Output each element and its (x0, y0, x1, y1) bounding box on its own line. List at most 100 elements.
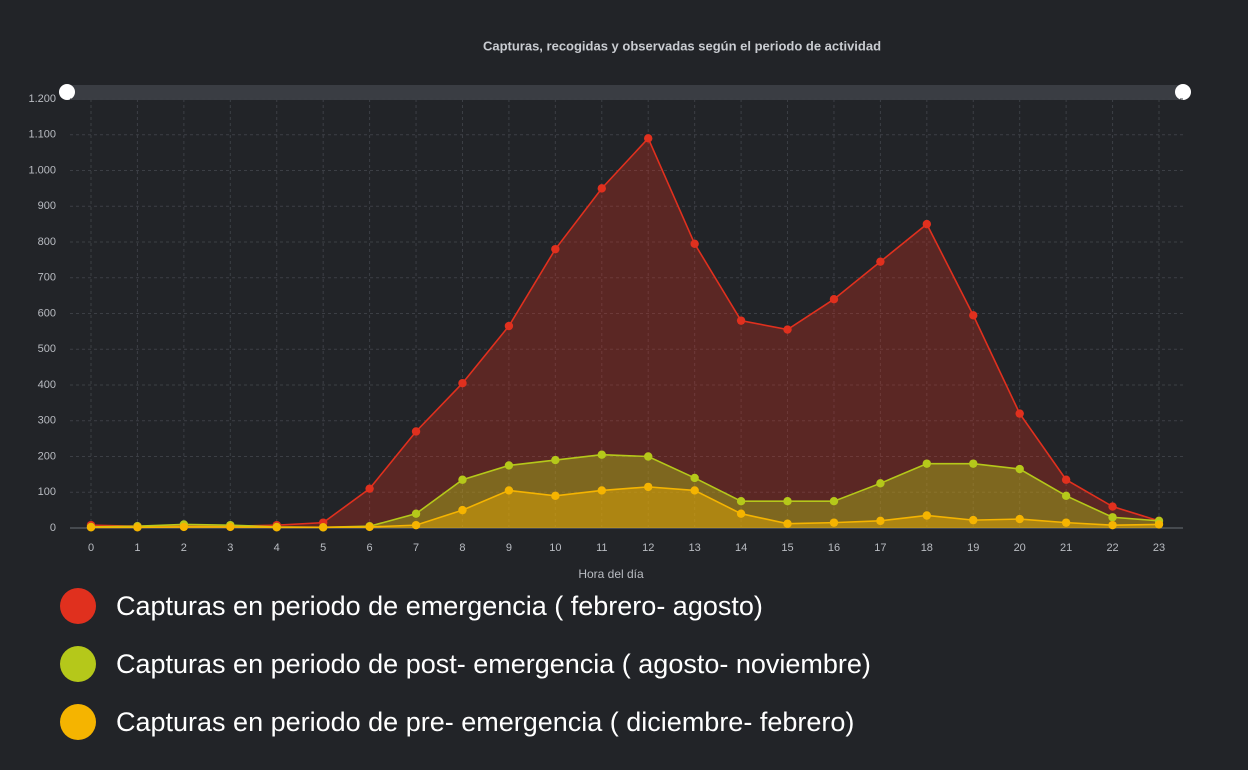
data-point (736, 496, 746, 506)
x-tick-label: 6 (367, 542, 373, 554)
data-point (1108, 520, 1117, 530)
data-point (551, 491, 560, 501)
x-tick-label: 12 (642, 542, 654, 554)
x-tick-label: 7 (413, 542, 419, 554)
data-point (829, 518, 839, 527)
area-fill (91, 486, 1159, 528)
data-point (133, 523, 142, 532)
data-point (458, 475, 467, 484)
x-tick-label: 17 (874, 542, 886, 554)
legend-swatch (60, 646, 96, 682)
data-point (1015, 409, 1024, 418)
series-line (90, 136, 1160, 528)
data-point (876, 479, 885, 488)
data-point (969, 515, 978, 525)
data-point (411, 509, 421, 518)
chart-title: Capturas, recogidas y observadas según e… (483, 38, 881, 53)
data-point (922, 219, 932, 229)
range-slider[interactable] (67, 85, 1183, 100)
y-tick-label: 400 (38, 379, 56, 391)
legend-label: Capturas en periodo de emergencia ( febr… (116, 591, 763, 621)
y-tick-label: 1.200 (28, 93, 56, 105)
data-point (551, 244, 560, 254)
y-tick-label: 0 (50, 522, 56, 534)
data-point (690, 486, 699, 495)
data-point (551, 455, 560, 465)
data-point (1061, 518, 1071, 527)
data-point (690, 239, 699, 248)
data-point (829, 496, 839, 506)
legend-label: Capturas en periodo de pre- emergencia (… (116, 707, 854, 737)
y-tick-label: 1.100 (28, 129, 56, 141)
data-point (458, 505, 467, 515)
data-point (1015, 464, 1024, 474)
data-point (1061, 475, 1071, 484)
x-tick-label: 4 (274, 542, 280, 554)
x-tick-label: 13 (689, 542, 701, 554)
data-point (597, 486, 606, 495)
data-point (783, 519, 792, 528)
data-point (644, 482, 653, 492)
area-fill (91, 138, 1159, 528)
x-tick-label: 9 (506, 542, 512, 554)
x-tick-label: 10 (549, 542, 561, 554)
x-tick-label: 16 (828, 542, 840, 554)
data-point (783, 496, 792, 506)
data-point (1061, 491, 1071, 501)
y-tick-label: 100 (38, 486, 56, 498)
data-point (783, 325, 792, 334)
slider-handle[interactable] (59, 84, 75, 100)
x-axis-label: Hora del día (578, 567, 644, 581)
y-tick-label: 600 (38, 307, 56, 319)
data-point (969, 459, 978, 468)
x-tick-label: 5 (320, 542, 326, 554)
legend-swatch (60, 588, 96, 624)
data-point (1154, 520, 1164, 529)
data-point (969, 311, 978, 320)
x-tick-label: 23 (1153, 542, 1165, 554)
y-tick-label: 1.000 (28, 164, 56, 176)
data-point (1108, 502, 1117, 511)
data-point (226, 522, 235, 532)
data-point (504, 321, 514, 331)
x-tick-label: 11 (596, 542, 607, 554)
data-point (179, 522, 189, 532)
data-point (411, 427, 421, 436)
data-point (690, 473, 699, 483)
data-point (876, 516, 885, 526)
data-point (597, 450, 606, 459)
data-point (458, 379, 467, 388)
slider-handle[interactable] (1175, 84, 1191, 100)
y-tick-label: 200 (38, 450, 56, 462)
data-point (829, 295, 839, 304)
series-line (91, 486, 1160, 529)
data-point (644, 452, 653, 461)
y-tick-label: 300 (38, 415, 56, 427)
x-tick-label: 22 (1106, 542, 1118, 554)
data-point (922, 459, 932, 468)
y-tick-label: 500 (38, 343, 56, 355)
x-tick-label: 8 (459, 542, 465, 554)
data-point (1015, 514, 1024, 524)
x-tick-label: 3 (227, 542, 233, 554)
data-point (504, 461, 514, 470)
data-point (736, 509, 746, 518)
x-tick-label: 19 (967, 542, 979, 554)
data-point (411, 520, 421, 530)
x-tick-label: 0 (88, 542, 94, 554)
x-tick-label: 21 (1060, 542, 1072, 554)
data-point (504, 486, 514, 495)
data-point (597, 184, 606, 193)
data-point (272, 523, 281, 532)
data-point (644, 134, 653, 143)
legend-swatch (60, 704, 96, 740)
data-point (922, 511, 932, 520)
x-tick-label: 1 (134, 542, 140, 554)
y-tick-label: 700 (38, 272, 56, 284)
area-fill (91, 454, 1159, 528)
x-tick-label: 18 (921, 542, 933, 554)
y-tick-label: 900 (38, 200, 56, 212)
x-tick-label: 20 (1014, 542, 1026, 554)
